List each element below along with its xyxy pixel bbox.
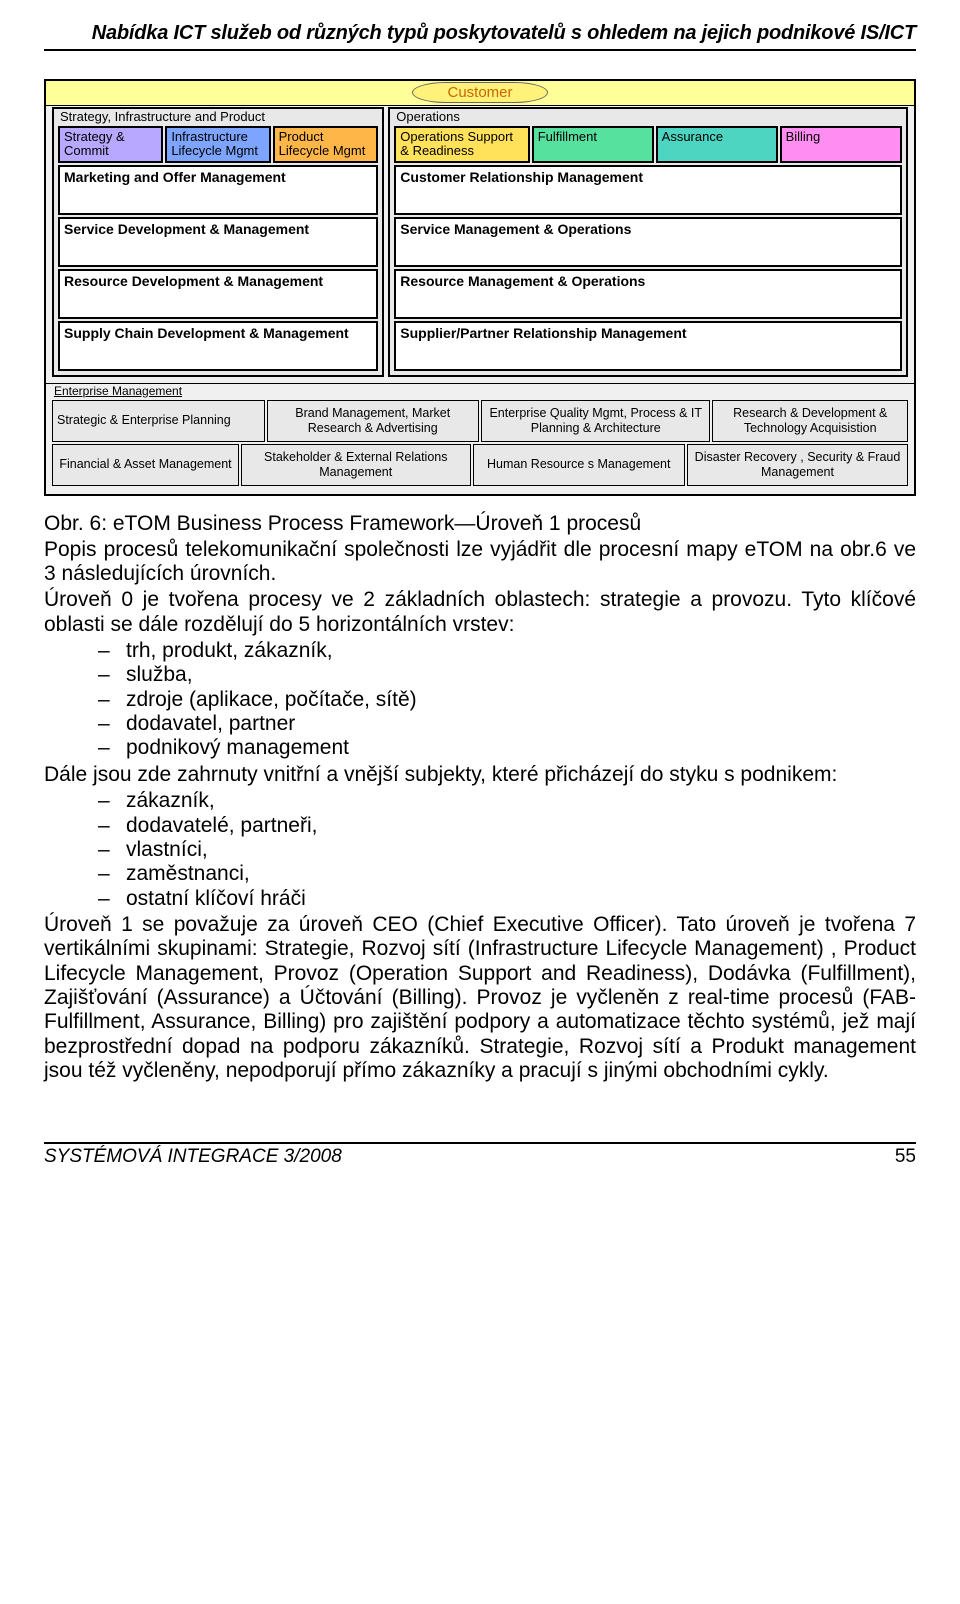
right-top-blocks: Operations Support & Readiness Fulfillme… — [394, 126, 902, 163]
figure-caption: Obr. 6: eTOM Business Process Framework—… — [44, 512, 916, 536]
list-2: zákazník, dodavatelé, partneři, vlastníc… — [44, 789, 916, 911]
page: Nabídka ICT služeb od různých typů posky… — [0, 0, 960, 1194]
right-row-0: Customer Relationship Management — [394, 165, 902, 215]
list-item: trh, produkt, zákazník, — [98, 639, 916, 663]
block-billing: Billing — [780, 126, 902, 163]
block-ops-support: Operations Support & Readiness — [394, 126, 529, 163]
left-row-3: Supply Chain Development & Management — [58, 321, 378, 371]
two-column-row: Strategy, Infrastructure and Product Str… — [46, 106, 914, 383]
list-item: dodavatel, partner — [98, 712, 916, 736]
paragraph-2: Úroveň 0 je tvořena procesy ve 2 základn… — [44, 588, 916, 637]
em-title: Enterprise Management — [52, 384, 908, 400]
block-assurance: Assurance — [656, 126, 778, 163]
paragraph-1: Popis procesů telekomunikační společnost… — [44, 538, 916, 587]
panel-strategy: Strategy, Infrastructure and Product Str… — [52, 107, 384, 377]
paragraph-3: Dále jsou zde zahrnuty vnitřní a vnější … — [44, 763, 916, 787]
footer-page-number: 55 — [895, 1146, 916, 1168]
page-header-title: Nabídka ICT služeb od různých typů posky… — [44, 22, 916, 51]
panel-strategy-title: Strategy, Infrastructure and Product — [58, 109, 378, 126]
em-block-3: Research & Development & Technology Acqu… — [712, 400, 908, 442]
list-1: trh, produkt, zákazník, služba, zdroje (… — [44, 639, 916, 761]
em-row-2: Financial & Asset Management Stakeholder… — [52, 444, 908, 486]
panel-operations: Operations Operations Support & Readines… — [388, 107, 908, 377]
list-item: služba, — [98, 663, 916, 687]
left-row-1: Service Development & Management — [58, 217, 378, 267]
left-top-blocks: Strategy & Commit Infrastructure Lifecyc… — [58, 126, 378, 163]
customer-ellipse: Customer — [412, 82, 547, 103]
panel-operations-title: Operations — [394, 109, 902, 126]
em-row-1: Strategic & Enterprise Planning Brand Ma… — [52, 400, 908, 442]
etom-diagram: Customer Strategy, Infrastructure and Pr… — [44, 79, 916, 496]
left-row-0: Marketing and Offer Management — [58, 165, 378, 215]
right-row-2: Resource Management & Operations — [394, 269, 902, 319]
em-block-6: Human Resource s Management — [473, 444, 686, 486]
em-block-0: Strategic & Enterprise Planning — [52, 400, 265, 442]
list-item: dodavatelé, partneři, — [98, 814, 916, 838]
em-block-7: Disaster Recovery , Security & Fraud Man… — [687, 444, 908, 486]
list-item: ostatní klíčoví hráči — [98, 887, 916, 911]
list-item: zaměstnanci, — [98, 862, 916, 886]
block-fulfillment: Fulfillment — [532, 126, 654, 163]
em-block-5: Stakeholder & External Relations Managem… — [241, 444, 470, 486]
list-item: zákazník, — [98, 789, 916, 813]
list-item: podnikový management — [98, 736, 916, 760]
block-strategy-commit: Strategy & Commit — [58, 126, 163, 163]
em-block-4: Financial & Asset Management — [52, 444, 239, 486]
right-row-3: Supplier/Partner Relationship Management — [394, 321, 902, 371]
paragraph-4: Úroveň 1 se považuje za úroveň CEO (Chie… — [44, 913, 916, 1084]
list-item: zdroje (aplikace, počítače, sítě) — [98, 688, 916, 712]
em-block-1: Brand Management, Market Research & Adve… — [267, 400, 480, 442]
enterprise-management-section: Enterprise Management Strategic & Enterp… — [46, 383, 914, 494]
block-infra-lifecycle: Infrastructure Lifecycle Mgmt — [165, 126, 270, 163]
left-row-2: Resource Development & Management — [58, 269, 378, 319]
page-footer: SYSTÉMOVÁ INTEGRACE 3/2008 55 — [44, 1142, 916, 1168]
customer-band: Customer — [46, 81, 914, 106]
block-product-lifecycle: Product Lifecycle Mgmt — [273, 126, 379, 163]
em-block-2: Enterprise Quality Mgmt, Process & IT Pl… — [481, 400, 710, 442]
right-row-1: Service Management & Operations — [394, 217, 902, 267]
list-item: vlastníci, — [98, 838, 916, 862]
footer-left: SYSTÉMOVÁ INTEGRACE 3/2008 — [44, 1146, 342, 1168]
